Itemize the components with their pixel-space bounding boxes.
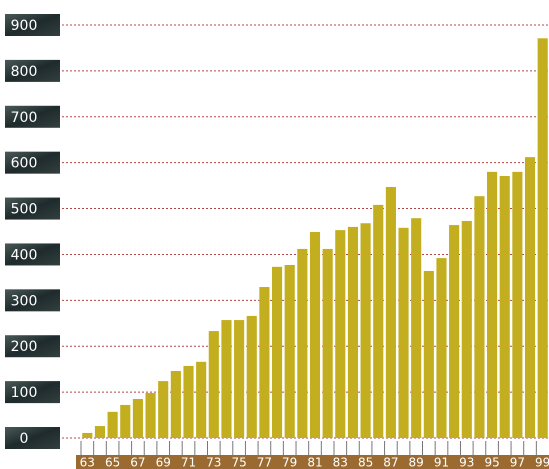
bar	[537, 38, 548, 439]
y-tick-label: 800	[11, 64, 38, 80]
bar	[271, 266, 283, 438]
bar	[158, 381, 169, 438]
bar	[487, 171, 498, 438]
x-tick-label: 81	[307, 456, 322, 469]
bar	[474, 196, 485, 438]
y-tick-box	[5, 289, 60, 312]
y-tick-box	[5, 105, 60, 128]
x-axis-strip	[76, 455, 549, 469]
y-tick-label: 900	[11, 18, 38, 34]
x-tick-label: 79	[282, 456, 297, 469]
y-tick-label: 400	[11, 247, 38, 263]
y-tick-box	[5, 335, 60, 358]
y-tick-label: 200	[11, 339, 38, 355]
bar	[499, 175, 510, 439]
y-tick-box	[5, 14, 60, 36]
y-tick-label: 100	[11, 385, 38, 401]
bar	[411, 218, 422, 438]
bar	[221, 320, 232, 438]
x-tick-label: 95	[484, 456, 499, 469]
y-tick-label: 0	[20, 431, 29, 447]
bar	[145, 393, 156, 438]
y-tick-box	[5, 59, 60, 82]
x-tick-label: 73	[206, 456, 221, 469]
bar	[297, 248, 308, 438]
bar	[196, 361, 207, 438]
x-tick-label: 71	[181, 456, 196, 469]
bar	[335, 230, 346, 438]
x-tick-label: 87	[383, 456, 398, 469]
bar	[284, 264, 295, 438]
y-tick-label: 600	[11, 156, 38, 172]
x-tick-label: 99	[535, 456, 549, 469]
bar	[436, 258, 447, 438]
x-tick-label: 85	[358, 456, 373, 469]
bar	[423, 270, 434, 438]
bar	[524, 157, 536, 438]
bar	[107, 411, 118, 438]
y-tick-label: 500	[11, 202, 38, 218]
x-tick-label: 97	[510, 456, 525, 469]
y-tick-label: 700	[11, 110, 38, 126]
bar	[208, 331, 219, 438]
x-tick-label: 77	[257, 456, 272, 469]
x-tick-label: 75	[231, 456, 246, 469]
y-tick-box	[5, 151, 60, 174]
bar	[360, 223, 371, 438]
bar	[309, 231, 321, 438]
bar	[132, 398, 143, 438]
bar	[82, 432, 93, 438]
bar	[347, 226, 359, 438]
x-tick-label: 93	[459, 456, 474, 469]
bar	[120, 404, 131, 438]
bar	[183, 365, 194, 438]
x-tick-label: 65	[105, 456, 120, 469]
bar	[373, 204, 384, 438]
bar	[461, 220, 472, 438]
bar	[385, 186, 396, 438]
bar	[322, 248, 333, 438]
bar	[449, 225, 460, 438]
y-tick-box	[5, 427, 60, 449]
bar	[512, 171, 523, 438]
bar	[398, 227, 409, 438]
x-tick-label: 69	[156, 456, 171, 469]
bar	[170, 371, 181, 438]
y-tick-box	[5, 197, 60, 220]
x-tick-label: 63	[80, 456, 95, 469]
x-tick-label: 89	[409, 456, 424, 469]
x-tick-label: 83	[333, 456, 348, 469]
x-tick-label: 67	[130, 456, 145, 469]
y-tick-label: 300	[11, 293, 38, 309]
bar	[234, 320, 245, 438]
bar	[259, 287, 270, 438]
bar	[94, 426, 106, 438]
x-tick-label: 91	[434, 456, 449, 469]
y-tick-box	[5, 381, 60, 404]
bar	[246, 315, 257, 438]
y-tick-box	[5, 243, 60, 266]
